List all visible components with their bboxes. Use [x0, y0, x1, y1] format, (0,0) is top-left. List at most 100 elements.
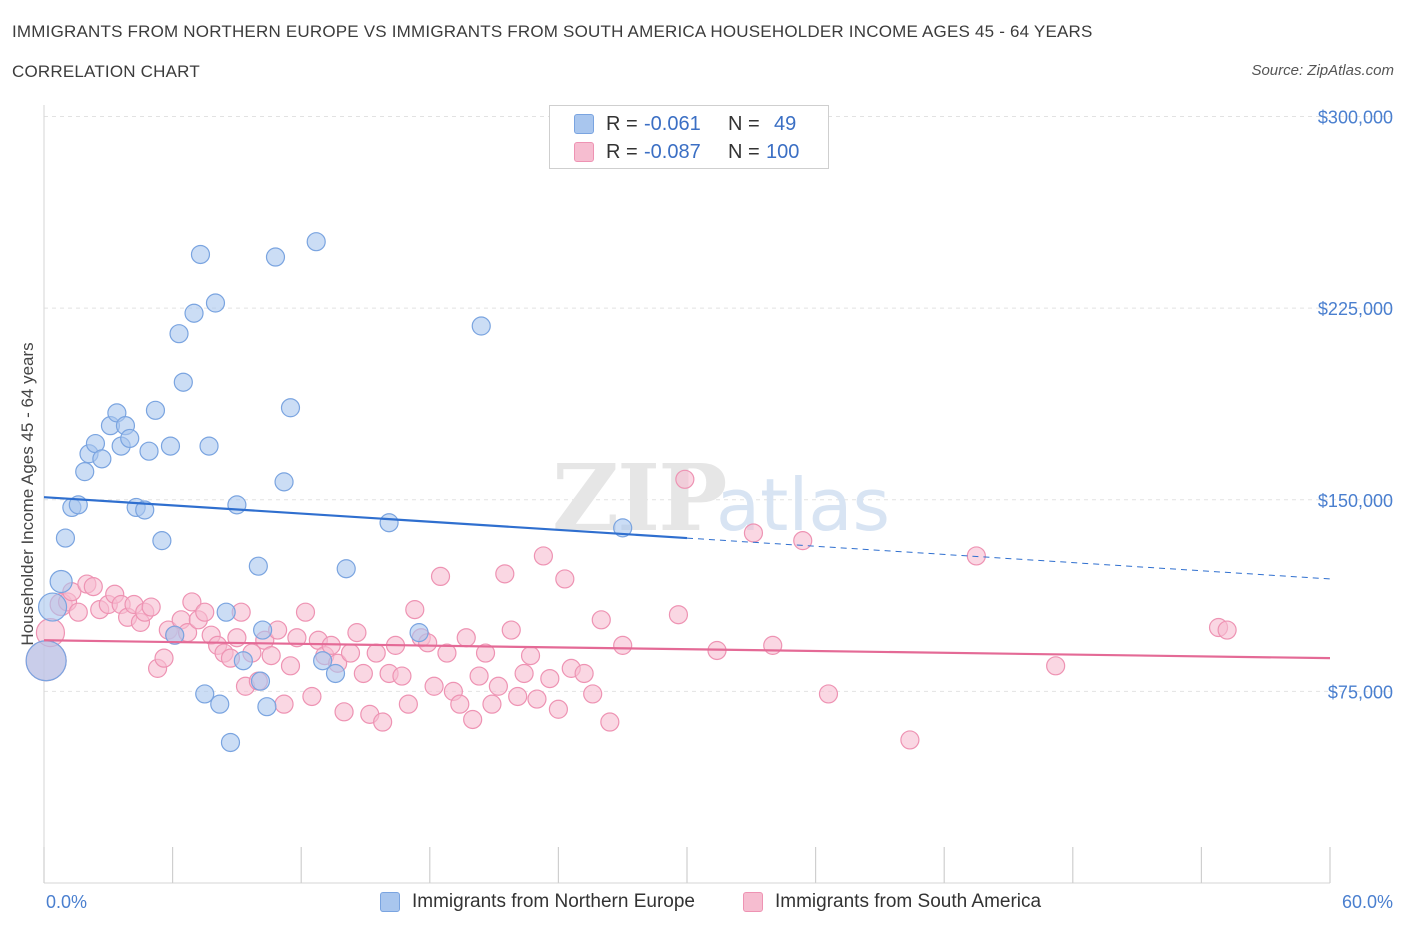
legend-swatch-pink	[743, 892, 763, 912]
data-point	[398, 694, 418, 714]
x-tick-label-min: 0.0%	[46, 892, 87, 912]
legend-label-south-america: Immigrants from South America	[775, 891, 1042, 912]
data-point	[392, 666, 412, 686]
stats-legend: R = -0.061 N = 49 R = -0.087 N = 100	[549, 105, 829, 169]
legend-r-label: R =	[606, 140, 638, 163]
data-point	[900, 730, 920, 750]
trend-line-south-america	[43, 639, 1331, 660]
data-point	[763, 635, 783, 655]
data-point	[220, 732, 241, 753]
data-point	[83, 577, 103, 597]
data-point	[195, 602, 215, 622]
data-point	[227, 495, 247, 515]
data-point	[261, 646, 281, 666]
data-point	[139, 441, 159, 461]
data-point	[373, 712, 393, 732]
data-point	[501, 620, 521, 640]
data-point	[533, 546, 553, 566]
data-point	[120, 428, 140, 449]
data-point	[250, 671, 271, 691]
data-point	[583, 684, 603, 704]
data-point	[591, 610, 611, 630]
data-point	[527, 689, 547, 709]
data-point	[55, 528, 76, 548]
data-point	[160, 436, 181, 456]
legend-swatch-blue	[380, 892, 400, 912]
data-point	[184, 303, 204, 323]
data-point	[548, 699, 569, 719]
legend-item-south-america: Immigrants from South America	[743, 889, 1041, 915]
data-point	[49, 569, 73, 594]
y-tick-label: $150,000	[1318, 491, 1393, 511]
data-point	[68, 602, 88, 622]
data-point	[471, 316, 491, 336]
data-point	[574, 663, 594, 684]
data-point	[141, 597, 161, 617]
data-point	[280, 656, 301, 676]
data-point	[430, 566, 451, 587]
data-point	[675, 469, 695, 489]
data-point	[306, 232, 326, 252]
data-point	[190, 244, 211, 265]
series-northern-europe	[25, 232, 633, 753]
stats-legend-row-northern-europe: R = -0.061 N = 49	[574, 112, 796, 136]
data-point	[1217, 620, 1237, 640]
data-point	[195, 684, 215, 704]
data-point	[216, 602, 236, 622]
data-point	[302, 686, 322, 707]
data-point	[152, 531, 172, 551]
legend-swatch-pink	[574, 142, 594, 162]
data-point	[173, 372, 193, 392]
data-point	[793, 531, 813, 551]
data-point	[295, 602, 316, 622]
legend-n-label: N =	[728, 112, 760, 135]
data-point	[668, 605, 689, 625]
data-point	[145, 400, 166, 420]
data-point	[340, 643, 361, 663]
data-point	[169, 324, 189, 344]
data-point	[199, 436, 219, 456]
data-point	[520, 646, 541, 666]
data-point	[154, 648, 174, 668]
data-point	[313, 651, 333, 671]
data-point	[818, 684, 839, 704]
chart-title: IMMIGRANTS FROM NORTHERN EUROPE VS IMMIG…	[12, 22, 1093, 41]
data-point	[135, 500, 155, 520]
legend-item-northern-europe: Immigrants from Northern Europe	[380, 889, 695, 915]
trend-line-northern-europe	[43, 496, 688, 540]
legend-n-value: 49	[774, 112, 797, 135]
watermark: ZIP atlas	[552, 444, 890, 552]
data-point	[488, 676, 508, 696]
data-point	[75, 462, 95, 482]
data-point	[475, 643, 496, 663]
data-point	[379, 513, 399, 533]
data-point	[210, 694, 230, 714]
data-point	[182, 592, 202, 612]
stats-legend-row-south-america: R = -0.087 N = 100	[574, 140, 799, 164]
y-tick-label: $75,000	[1328, 682, 1393, 702]
legend-r-label: R =	[606, 112, 638, 135]
chart-subtitle: CORRELATION CHART	[12, 62, 200, 81]
data-point	[1046, 656, 1066, 676]
data-point	[336, 559, 356, 579]
data-point	[508, 686, 528, 707]
data-point	[966, 546, 986, 566]
y-tick-labels: $75,000 $150,000 $225,000 $300,000	[1318, 108, 1393, 703]
source-label: Source: ZipAtlas.com	[1251, 62, 1394, 79]
data-point	[366, 643, 386, 663]
data-point	[424, 676, 444, 696]
data-point	[437, 643, 457, 663]
data-point	[165, 625, 185, 645]
data-point	[514, 663, 534, 684]
legend-n-value: 100	[766, 140, 800, 163]
data-point	[205, 293, 226, 313]
trend-lines	[43, 496, 1331, 660]
data-point	[253, 620, 273, 640]
data-point	[334, 702, 354, 722]
data-point	[555, 569, 575, 589]
legend-r-value: -0.061	[644, 112, 701, 135]
data-point	[613, 635, 633, 655]
data-point	[469, 666, 489, 686]
y-tick-label: $300,000	[1318, 108, 1393, 128]
